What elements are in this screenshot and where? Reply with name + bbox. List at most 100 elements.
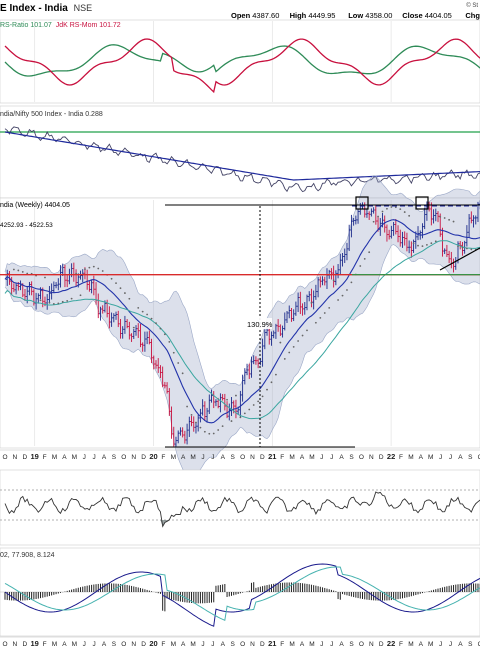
ohlc-item: Open 4387.60 — [231, 11, 279, 20]
axis-tick-label: 22 — [387, 639, 395, 648]
price-bar — [125, 319, 129, 329]
axis-tick-label: F — [280, 454, 284, 461]
price-bar — [445, 244, 449, 258]
price-bar — [252, 355, 255, 365]
axis-tick-label: N — [369, 454, 374, 461]
ohlc-item: Close 4404.05 — [402, 11, 452, 20]
price-bar — [316, 277, 320, 298]
price-bar — [407, 240, 411, 254]
sar-dot — [128, 297, 131, 300]
axis-tick-label: M — [428, 454, 433, 461]
price-bar — [181, 427, 184, 438]
price-bar — [436, 211, 440, 223]
price-bar — [194, 422, 198, 434]
ohlc-item: Chg +37 — [465, 11, 480, 20]
axis-tick-label: J — [449, 641, 452, 648]
price-legend: ndia (Weekly) 4404.05 — [0, 202, 70, 209]
sar-dot — [88, 266, 91, 269]
price-sublegend: 4252.93 - 4522.53 — [0, 222, 53, 229]
price-bar — [430, 202, 433, 226]
axis-tick-label: M — [428, 641, 433, 648]
price-bar — [285, 310, 289, 324]
price-bar — [274, 323, 278, 339]
price-bar — [161, 366, 164, 388]
axis-tick-label: 20 — [149, 639, 157, 648]
sar-dot — [186, 405, 188, 408]
price-bar — [117, 310, 120, 328]
price-bar — [312, 290, 315, 310]
macd-histogram — [4, 582, 480, 612]
axis-tick-label: 19 — [31, 452, 39, 461]
sar-dot — [195, 421, 197, 424]
price-bar — [390, 225, 393, 239]
price-bar — [401, 231, 404, 248]
price-bar — [392, 221, 395, 236]
percent-annotation: 130.9% — [247, 320, 273, 329]
axis-tick-label: O — [359, 641, 364, 648]
axis-tick-label: D — [379, 454, 384, 461]
price-bar — [199, 408, 202, 423]
price-panel: 130.9% ndia (Weekly) 4404.05 4252.93 - 4… — [0, 175, 480, 478]
sar-dot — [337, 299, 339, 301]
price-bar — [461, 241, 464, 256]
axis-tick-label: O — [121, 454, 126, 461]
price-bar — [214, 399, 218, 407]
sar-dot — [465, 247, 468, 250]
price-bar — [110, 312, 113, 327]
price-bar — [272, 330, 275, 339]
price-bar — [88, 280, 91, 292]
price-bar — [341, 252, 344, 267]
price-bar — [472, 215, 475, 228]
axis-tick-label: J — [449, 454, 452, 461]
price-bar — [139, 324, 142, 348]
price-bar — [303, 302, 306, 315]
price-bar — [54, 282, 58, 289]
axis-tick-label: N — [250, 454, 255, 461]
top-box-2 — [415, 196, 429, 210]
price-bar — [321, 276, 324, 286]
price-bar — [101, 305, 104, 314]
sar-dot — [403, 211, 406, 213]
sar-dot — [97, 267, 100, 270]
sar-dot — [310, 302, 313, 304]
copyright-text: © St — [466, 2, 478, 9]
price-bar — [374, 204, 378, 225]
macd-panel: 02, 77.908, 8.124 — [0, 547, 480, 637]
price-bar — [279, 324, 282, 336]
price-bar — [263, 329, 267, 350]
price-bar — [61, 263, 64, 277]
price-bar — [270, 331, 273, 346]
price-bar — [203, 401, 207, 421]
price-bar — [45, 294, 49, 310]
axis-tick-label: J — [201, 454, 204, 461]
axis-tick-label: J — [92, 641, 95, 648]
price-bar — [294, 301, 298, 316]
price-bar — [256, 358, 260, 369]
sar-dot — [119, 287, 122, 290]
axis-tick-label: N — [131, 641, 136, 648]
price-bar — [114, 311, 118, 320]
axis-tick-label: N — [13, 454, 18, 461]
axis-tick-label: O — [2, 454, 7, 461]
price-bar — [163, 381, 167, 389]
sar-dot — [163, 333, 166, 336]
axis-tick-label: J — [201, 641, 204, 648]
sar-dot — [177, 362, 180, 364]
sar-dot — [381, 210, 384, 213]
sar-dot — [48, 301, 51, 304]
price-bar — [403, 231, 406, 246]
sar-dot — [137, 306, 140, 309]
sar-dot — [12, 268, 15, 271]
sar-dot — [159, 327, 162, 330]
sar-dot — [226, 398, 228, 401]
price-bar — [412, 239, 415, 253]
sar-dot — [230, 420, 233, 422]
price-bar — [165, 382, 169, 394]
axis-tick-label: J — [83, 641, 86, 648]
axis-tick-label: J — [211, 454, 214, 461]
price-bar — [283, 312, 286, 331]
axis-tick-label: 19 — [31, 639, 39, 648]
sar-dot — [203, 430, 206, 433]
sar-dot — [75, 272, 77, 275]
